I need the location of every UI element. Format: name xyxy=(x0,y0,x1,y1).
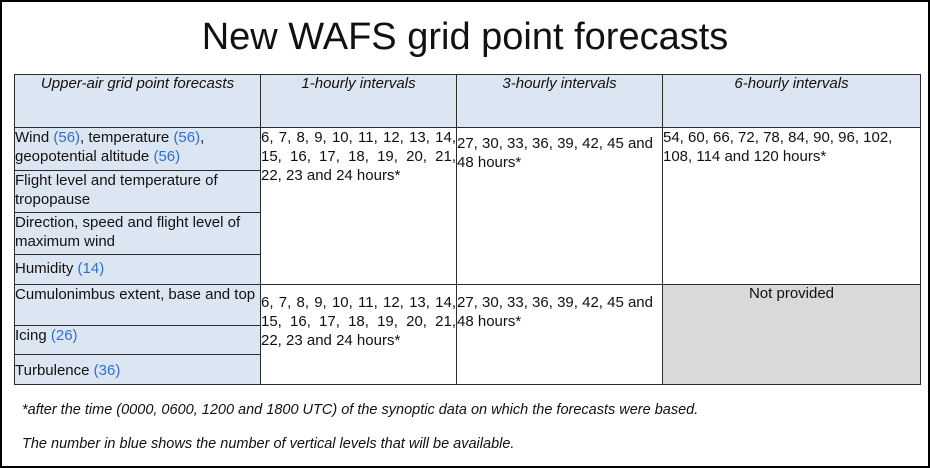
param-humidity: Humidity (14) xyxy=(14,254,261,285)
param-geopotential: , geopotential altitude xyxy=(15,129,205,165)
footnote-text: *after the time (0000, 0600, 1200 and 18… xyxy=(22,402,699,418)
param-max-wind: Direction, speed and flight level of max… xyxy=(14,212,261,255)
levels-turbulence: (36) xyxy=(93,362,121,379)
header-6-hourly: 6-hourly intervals xyxy=(662,74,921,128)
forecast-table: Upper-air grid point forecasts 1-hourly … xyxy=(14,74,921,385)
param-icing-label: Icing xyxy=(15,327,47,344)
table-row: Cumulonimbus extent, base and top 6, 7, … xyxy=(14,284,921,385)
header-3-hourly: 3-hourly intervals xyxy=(456,74,663,128)
levels-humidity: (14) xyxy=(77,260,105,277)
notes: *after the time (0000, 0600, 1200 and 18… xyxy=(22,402,698,452)
table-row: Wind (56), temperature (56), geopotentia… xyxy=(14,127,921,285)
table-row: Direction, speed and flight level of max… xyxy=(14,212,921,255)
header-1-hourly: 1-hourly intervals xyxy=(260,74,457,128)
param-turbulence: Turbulence (36) xyxy=(14,354,261,385)
header-parameters: Upper-air grid point forecasts xyxy=(14,74,261,128)
group1-6-hourly-values: 54, 60, 66, 72, 78, 84, 90, 96, 102, 108… xyxy=(662,127,921,285)
param-tropopause: Flight level and temperature of tropopau… xyxy=(14,170,261,213)
param-temperature: , temperature xyxy=(80,129,170,146)
group1-3-hourly-values: 27, 30, 33, 36, 39, 42, 45 and 48 hours* xyxy=(456,127,663,285)
param-turbulence-label: Turbulence xyxy=(15,362,90,379)
param-cumulonimbus: Cumulonimbus extent, base and top xyxy=(14,284,261,326)
param-wind-temp-geopotential: Wind (56), temperature (56), geopotentia… xyxy=(14,127,261,171)
group2-3-hourly-values: 27, 30, 33, 36, 39, 42, 45 and 48 hours* xyxy=(456,284,663,385)
levels-temperature: (56) xyxy=(173,129,201,146)
table-header-row: Upper-air grid point forecasts 1-hourly … xyxy=(14,74,921,128)
levels-wind: (56) xyxy=(53,129,81,146)
param-humidity-label: Humidity xyxy=(15,260,74,277)
table-row: Turbulence (36) xyxy=(14,354,921,385)
group2-6-hourly-not-provided: Not provided xyxy=(662,284,921,385)
group1-1-hourly-values: 6, 7, 8, 9, 10, 11, 12, 13, 14, 15, 16, … xyxy=(260,127,457,285)
blue-number-note: The number in blue shows the number of v… xyxy=(22,436,515,452)
table-row: Flight level and temperature of tropopau… xyxy=(14,170,921,213)
group2-1-hourly-values: 6, 7, 8, 9, 10, 11, 12, 13, 14, 15, 16, … xyxy=(260,284,457,385)
param-icing: Icing (26) xyxy=(14,325,261,355)
param-wind: Wind xyxy=(15,129,50,146)
levels-icing: (26) xyxy=(50,327,78,344)
slide-title: New WAFS grid point forecasts xyxy=(201,16,729,58)
table-row: Humidity (14) xyxy=(14,254,921,285)
levels-geopotential: (56) xyxy=(153,148,181,165)
